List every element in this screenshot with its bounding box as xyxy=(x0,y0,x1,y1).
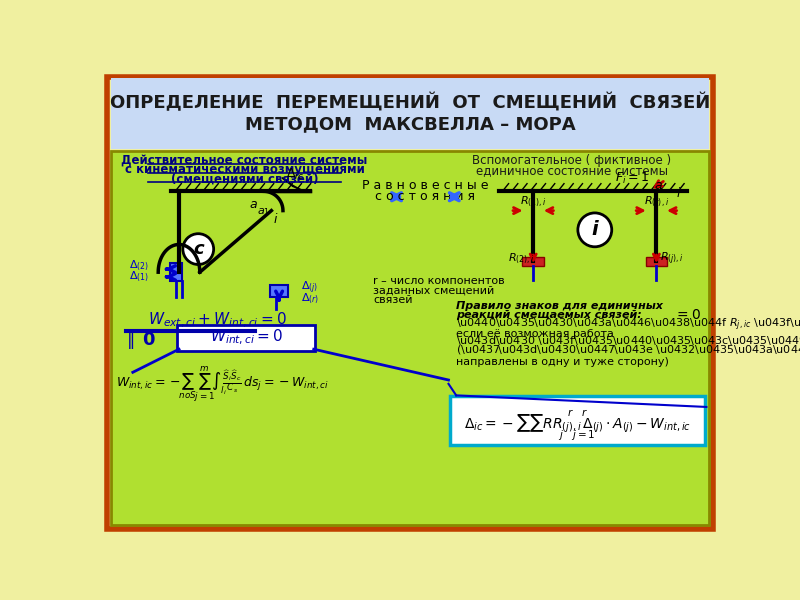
Text: единичное состояние системы: единичное состояние системы xyxy=(476,164,668,177)
Text: с кинематическими возмущениями: с кинематическими возмущениями xyxy=(125,163,364,176)
Text: a: a xyxy=(654,179,662,191)
Text: i: i xyxy=(591,220,598,239)
Text: Правило знаков для единичных: Правило знаков для единичных xyxy=(456,301,663,311)
Text: (\u0437\u043d\u0430\u0447\u043e \u0432\u0435\u043a\u0442\u043e\u0440\u044b $R_{(: (\u0437\u043d\u0430\u0447\u043e \u0432\u… xyxy=(456,344,800,361)
Text: $W_{int,ic} = -\!\!\sum_{noS}\sum_{j=1}^{m}\!\int_{l_i}\!\frac{\widehat{S}_i\wid: $W_{int,ic} = -\!\!\sum_{noS}\sum_{j=1}^… xyxy=(116,364,329,404)
Text: $\Delta_{(2)}$: $\Delta_{(2)}$ xyxy=(129,259,149,273)
Text: $W_{ext,ci} + W_{int,ci} = 0$: $W_{ext,ci} + W_{int,ci} = 0$ xyxy=(148,310,287,329)
Circle shape xyxy=(578,213,612,247)
Bar xyxy=(522,257,544,266)
Text: \u043d\u0430 \u043f\u0435\u0440\u0435\u043c\u0435\u0449\u0435\u043d\u0438\u0438 : \u043d\u0430 \u043f\u0435\u0440\u0435\u0… xyxy=(456,335,800,351)
Text: $= 0$: $= 0$ xyxy=(674,308,701,322)
Text: i: i xyxy=(676,187,680,200)
Text: $R_{(r),i}$: $R_{(r),i}$ xyxy=(644,194,669,209)
Bar xyxy=(270,284,288,297)
Text: \u0440\u0435\u0430\u043a\u0446\u0438\u044f $R_{j,ic}$ \u043f\u043e\u043b\u043e\u: \u0440\u0435\u0430\u043a\u0446\u0438\u04… xyxy=(456,316,800,333)
Bar xyxy=(111,151,709,525)
Text: a: a xyxy=(250,198,258,211)
Text: реакций смещаемых связей:: реакций смещаемых связей: xyxy=(456,310,642,320)
Bar xyxy=(170,263,182,281)
Text: $j \quad j=1$: $j \quad j=1$ xyxy=(558,428,596,442)
Text: МЕТОДОМ  МАКСВЕЛЛА – МОРА: МЕТОДОМ МАКСВЕЛЛА – МОРА xyxy=(245,115,575,133)
FancyBboxPatch shape xyxy=(178,325,315,351)
Text: заданных смещений: заданных смещений xyxy=(373,286,494,296)
Text: Р а в н о в е с н ы е: Р а в н о в е с н ы е xyxy=(362,179,489,193)
Text: i: i xyxy=(274,214,277,226)
Text: $F_i = 1$: $F_i = 1$ xyxy=(614,171,649,186)
Text: ОПРЕДЕЛЕНИЕ  ПЕРЕМЕЩЕНИЙ  ОТ  СМЕЩЕНИЙ  СВЯЗЕЙ: ОПРЕДЕЛЕНИЕ ПЕРЕМЕЩЕНИЙ ОТ СМЕЩЕНИЙ СВЯЗ… xyxy=(110,93,710,112)
Text: $\Delta_{(1)}$: $\Delta_{(1)}$ xyxy=(129,269,149,284)
Text: $\Delta_{ic}$: $\Delta_{ic}$ xyxy=(286,167,303,182)
Text: ‖: ‖ xyxy=(126,331,135,349)
Text: $a_1$: $a_1$ xyxy=(257,206,270,218)
Text: если её возможная работа: если её возможная работа xyxy=(456,329,614,339)
Text: с о с т о я н и я: с о с т о я н и я xyxy=(375,190,475,203)
Text: Вспомогательное ( фиктивное ): Вспомогательное ( фиктивное ) xyxy=(472,154,671,167)
Text: $\Delta_{(r)}$: $\Delta_{(r)}$ xyxy=(301,291,319,305)
Text: 0: 0 xyxy=(142,331,154,349)
Text: $r \quad r$: $r \quad r$ xyxy=(566,407,588,418)
Text: связей: связей xyxy=(373,295,413,305)
Bar xyxy=(111,78,709,149)
Text: $R_{(j),i}$: $R_{(j),i}$ xyxy=(660,250,684,266)
Text: $\Delta_{(j)}$: $\Delta_{(j)}$ xyxy=(302,280,318,296)
Text: c: c xyxy=(193,240,203,258)
Text: направлены в одну и туже сторону): направлены в одну и туже сторону) xyxy=(456,356,669,367)
FancyBboxPatch shape xyxy=(450,396,705,445)
Circle shape xyxy=(183,233,214,265)
Text: Действительное состояние системы: Действительное состояние системы xyxy=(122,154,368,167)
Text: $W_{int,ci} = 0$: $W_{int,ci} = 0$ xyxy=(210,328,283,347)
Text: $R_{(2),i}$: $R_{(2),i}$ xyxy=(508,251,535,266)
Text: $R_{(1),i}$: $R_{(1),i}$ xyxy=(520,194,546,209)
Bar xyxy=(646,257,667,266)
Text: r – число компонентов: r – число компонентов xyxy=(373,277,505,286)
Text: $\Delta_{ic} = -\sum\sum RR_{(j),i}\,\Delta_{(j)}\cdot A_{(j)} - W_{int,ic}$: $\Delta_{ic} = -\sum\sum RR_{(j),i}\,\De… xyxy=(463,413,690,435)
Text: (смещениями связей): (смещениями связей) xyxy=(170,173,318,185)
